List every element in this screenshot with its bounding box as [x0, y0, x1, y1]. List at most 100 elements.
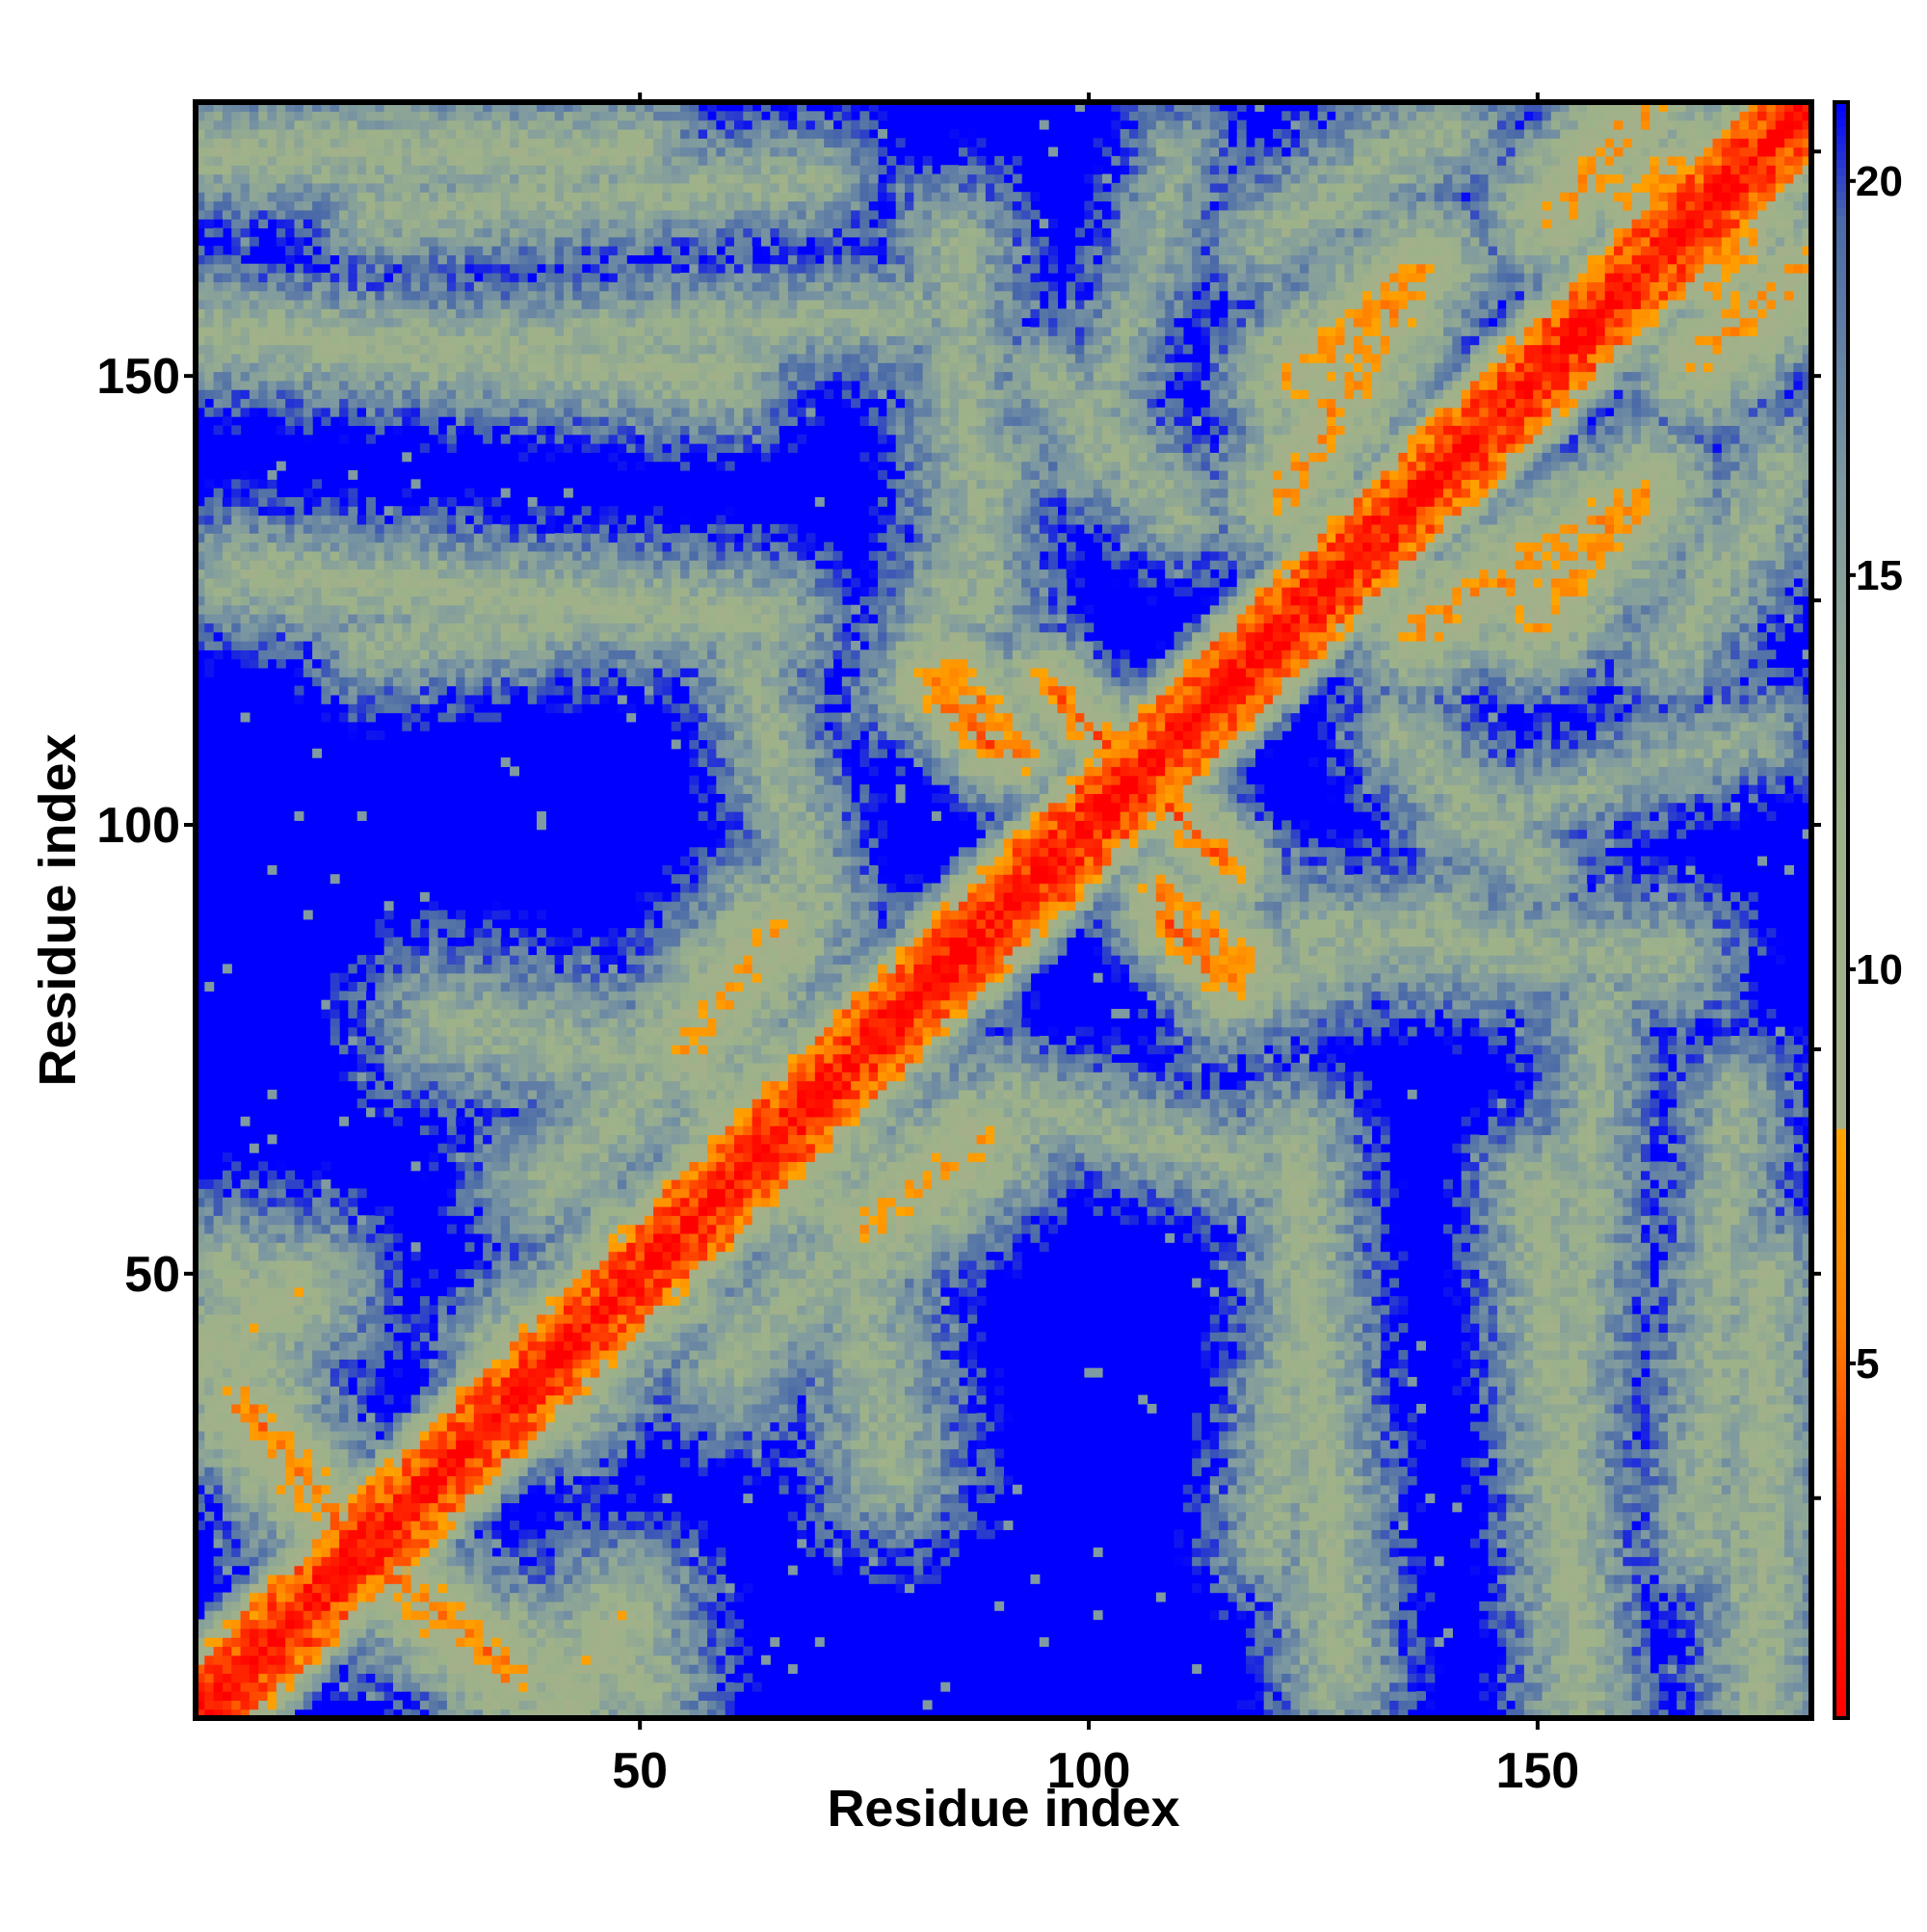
heatmap-cell: [222, 631, 232, 642]
heatmap-cell: [383, 1457, 394, 1468]
heatmap-cell: [518, 1332, 529, 1342]
heatmap-cell: [330, 1035, 340, 1045]
heatmap-cell: [249, 1413, 259, 1423]
heatmap-cell: [402, 1637, 412, 1648]
heatmap-cell: [276, 200, 286, 211]
heatmap-cell: [249, 146, 259, 157]
heatmap-cell: [473, 1592, 484, 1602]
heatmap-cell: [231, 1421, 242, 1432]
heatmap-cell: [402, 1654, 412, 1665]
heatmap-cell: [429, 1026, 439, 1037]
heatmap-cell: [285, 631, 296, 642]
heatmap-cell: [456, 1583, 466, 1594]
heatmap-cell: [303, 200, 313, 211]
heatmap-cell: [285, 1286, 296, 1297]
heatmap-cell: [500, 1556, 511, 1567]
heatmap-cell: [537, 192, 546, 202]
heatmap-cell: [339, 1251, 349, 1261]
heatmap-cell: [419, 236, 430, 247]
heatmap-cell: [518, 380, 529, 390]
heatmap-cell: [258, 604, 269, 615]
heatmap-cell: [483, 1430, 493, 1441]
heatmap-cell: [339, 1045, 349, 1055]
heatmap-cell: [500, 676, 511, 687]
heatmap-cell: [348, 371, 358, 382]
heatmap-cell: [437, 1143, 448, 1153]
heatmap-cell: [321, 1440, 331, 1450]
heatmap-cell: [437, 595, 448, 606]
heatmap-cell: [402, 1421, 412, 1432]
heatmap-cell: [222, 641, 232, 650]
heatmap-cell: [500, 416, 511, 426]
heatmap-cell: [366, 371, 376, 382]
heatmap-cell: [500, 1494, 511, 1503]
heatmap-cell: [527, 173, 538, 184]
heatmap-cell: [213, 1224, 224, 1234]
heatmap-cell: [446, 1359, 457, 1369]
heatmap-cell: [456, 353, 466, 363]
heatmap-cell: [258, 1340, 269, 1351]
heatmap-cell: [276, 560, 286, 570]
heatmap-cell: [276, 1386, 286, 1396]
heatmap-cell: [464, 407, 475, 417]
heatmap-cell: [392, 1700, 403, 1710]
heatmap-cell: [437, 982, 448, 992]
heatmap-cell: [410, 631, 421, 642]
heatmap-cell: [321, 200, 331, 211]
heatmap-cell: [303, 1475, 313, 1486]
heatmap-cell: [312, 344, 323, 355]
heatmap-cell: [429, 128, 439, 139]
heatmap-cell: [464, 569, 475, 579]
heatmap-cell: [366, 1035, 376, 1045]
heatmap-cell: [204, 1305, 215, 1315]
heatmap-cell: [231, 182, 242, 193]
heatmap-cell: [392, 1511, 403, 1522]
heatmap-cell: [464, 1359, 475, 1369]
heatmap-cell: [483, 667, 493, 677]
heatmap-cell: [240, 335, 251, 346]
heatmap-cell: [410, 982, 421, 992]
heatmap-cell: [375, 290, 385, 301]
heatmap-cell: [383, 641, 394, 650]
heatmap-cell: [491, 1072, 502, 1082]
heatmap-cell: [249, 335, 259, 346]
heatmap-cell: [231, 1296, 242, 1307]
heatmap-cell: [375, 1601, 385, 1611]
heatmap-cell: [267, 542, 277, 552]
heatmap-cell: [321, 1646, 331, 1656]
heatmap-cell: [464, 1197, 475, 1207]
heatmap-cell: [456, 173, 466, 184]
heatmap-cell: [348, 1394, 358, 1405]
heatmap-cell: [419, 1565, 430, 1575]
heatmap-cell: [258, 111, 269, 121]
heatmap-cell: [419, 982, 430, 992]
heatmap-cell: [491, 1170, 502, 1180]
heatmap-cell: [375, 1259, 385, 1270]
heatmap-cell: [473, 523, 484, 534]
heatmap-cell: [500, 353, 511, 363]
heatmap-cell: [285, 1269, 296, 1280]
heatmap-cell: [456, 416, 466, 426]
heatmap-cell: [348, 560, 358, 570]
heatmap-cell: [339, 111, 349, 121]
heatmap-cell: [222, 1681, 232, 1692]
heatmap-cell: [267, 1708, 277, 1719]
heatmap-cell: [383, 290, 394, 301]
heatmap-cell: [383, 273, 394, 282]
heatmap-cell: [537, 1224, 546, 1234]
heatmap-cell: [456, 1421, 466, 1432]
heatmap-cell: [483, 1367, 493, 1378]
heatmap-cell: [527, 1305, 538, 1315]
heatmap-cell: [456, 577, 466, 588]
heatmap-cell: [258, 614, 269, 623]
heatmap-cell: [456, 542, 466, 552]
heatmap-cell: [510, 991, 519, 1001]
heatmap-cell: [348, 622, 358, 633]
heatmap-cell: [330, 317, 340, 328]
heatmap-cell: [456, 1296, 466, 1307]
heatmap-cell: [213, 1708, 224, 1719]
heatmap-cell: [294, 1592, 304, 1602]
heatmap-cell: [473, 1367, 484, 1378]
heatmap-cell: [419, 111, 430, 121]
heatmap-cell: [419, 281, 430, 292]
